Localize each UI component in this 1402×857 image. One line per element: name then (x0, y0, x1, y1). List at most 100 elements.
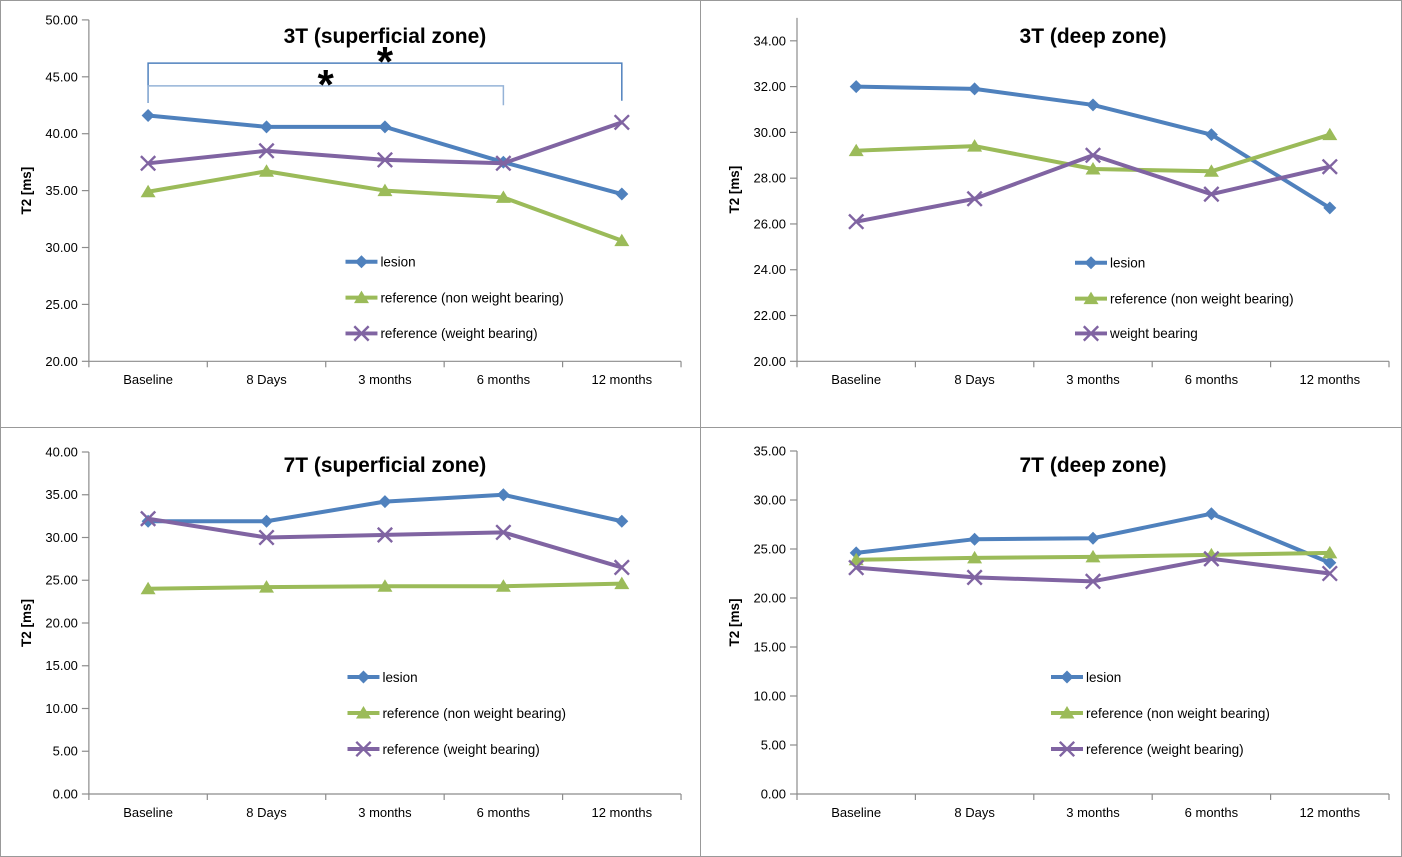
y-tick-label: 5.00 (53, 744, 78, 759)
y-tick-label: 15.00 (753, 640, 786, 655)
y-tick-label: 10.00 (45, 701, 77, 716)
y-tick-label: 28.00 (754, 171, 786, 186)
diamond-marker (1086, 98, 1100, 112)
axes (790, 450, 1390, 800)
x-category-label: 12 months (1299, 372, 1360, 387)
x-category-label: 12 months (592, 372, 653, 387)
legend-label: reference (weight bearing) (1086, 742, 1244, 757)
significance-asterisk: * (377, 38, 394, 85)
legend-label: reference (weight bearing) (380, 326, 537, 341)
x-marker (1203, 550, 1220, 567)
chart-title: 3T (deep zone) (1020, 25, 1167, 48)
legend-triangle-marker (353, 290, 369, 304)
x-marker (1084, 147, 1102, 164)
chart-canvas-7t-deep: 7T (deep zone) 0.00 5.00 10.00 15.00 20.00 25.… (727, 444, 1390, 820)
series-reference-weight-bearing- (848, 550, 1338, 590)
y-tick-label: 50.00 (45, 12, 77, 27)
triangle-marker (967, 139, 983, 152)
diamond-marker (968, 532, 982, 546)
legend-item-0: lesion (1075, 256, 1145, 271)
legend-diamond-marker (1060, 670, 1074, 684)
legend-item-0: lesion (345, 255, 416, 270)
legend-item-2: reference (weight bearing) (345, 325, 538, 342)
y-tick-label: 5.00 (761, 738, 786, 753)
triangle-marker (140, 581, 156, 595)
x-category-label: 6 months (477, 372, 531, 387)
triangle-marker (1203, 164, 1219, 177)
x-marker (613, 559, 630, 576)
x-category-labels: Baseline 8 Days 3 months 6 months 12 months (831, 372, 1360, 387)
x-marker (1321, 565, 1338, 582)
diamond-marker (378, 120, 392, 134)
triangle-marker (614, 576, 630, 590)
diamond-marker (260, 514, 274, 528)
chart-canvas-3t-superficial: 3T (superficial zone)**20.0025.0030.0035… (19, 12, 682, 387)
legend-item-1: reference (non weight bearing) (1051, 706, 1270, 721)
x-marker (140, 155, 157, 172)
legend-label: reference (non weight bearing) (1086, 706, 1270, 721)
x-category-label: Baseline (123, 805, 173, 820)
y-tick-label: 22.00 (754, 308, 786, 323)
triangle-marker (140, 184, 156, 198)
legend-label: lesion (382, 670, 417, 685)
x-category-label: 8 Days (246, 805, 287, 820)
x-category-labels: Baseline 8 Days 3 months 6 months 12 months (831, 805, 1360, 820)
y-tick-label: 20.00 (753, 591, 786, 606)
y-tick-label: 25.00 (753, 542, 786, 557)
legend-label: lesion (1110, 256, 1145, 271)
x-category-label: 8 Days (954, 805, 995, 820)
x-category-label: 3 months (1066, 372, 1120, 387)
triangle-marker (259, 164, 275, 177)
y-tick-label: 0.00 (53, 786, 78, 801)
x-category-label: Baseline (831, 372, 881, 387)
triangle-marker (495, 579, 511, 592)
y-axis-title: T2 [ms] (19, 167, 34, 215)
y-tick-label: 30.00 (753, 493, 786, 508)
diamond-marker (1204, 128, 1218, 142)
x-category-label: 8 Days (954, 372, 995, 387)
x-marker (376, 526, 393, 543)
triangle-marker (377, 579, 393, 592)
x-category-label: 6 months (1185, 372, 1239, 387)
diamond-marker (968, 82, 982, 96)
x-category-label: 3 months (1066, 805, 1120, 820)
chart-title: 7T (deep zone) (1019, 454, 1166, 477)
x-category-labels: Baseline 8 Days 3 months 6 months 12 months (123, 372, 652, 387)
diamond-marker (615, 187, 629, 201)
y-tick-labels: 20.00 22.00 24.00 26.00 28.00 30.00 32.00 34.00 (754, 33, 786, 368)
legend: lesion reference (non weight bearing) refe… (345, 255, 564, 342)
legend-item-2: reference (weight bearing) (1051, 740, 1244, 758)
y-tick-label: 30.00 (45, 240, 77, 255)
chart-3t-superficial-zone: 3T (superficial zone) 3T (superficial zo… (1, 1, 701, 428)
legend-triangle-marker (355, 706, 371, 719)
diamond-marker (1323, 556, 1337, 570)
diamond-marker (260, 120, 274, 134)
x-category-label: 3 months (358, 805, 412, 820)
triangle-marker (1322, 545, 1338, 559)
legend-item-0: lesion (347, 670, 418, 685)
chart-7t-deep-zone: 7T (deep zone) 7T (deep zone) 0.00 5.00 10.… (701, 428, 1401, 856)
legend-item-1: reference (non weight bearing) (347, 706, 566, 721)
triangle-marker (377, 183, 393, 197)
y-tick-label: 30.00 (45, 530, 77, 545)
y-tick-label: 35.00 (45, 487, 77, 502)
y-tick-label: 45.00 (45, 69, 77, 84)
diamond-marker (1323, 201, 1337, 215)
y-tick-label: 10.00 (753, 689, 786, 704)
y-tick-label: 20.00 (45, 615, 77, 630)
legend-item-1: reference (non weight bearing) (1075, 291, 1294, 306)
x-marker (613, 114, 630, 131)
y-tick-label: 25.00 (45, 297, 77, 312)
legend-x-marker (1082, 325, 1100, 342)
y-axis-title: T2 [ms] (727, 598, 742, 646)
diamond-marker (378, 495, 392, 509)
significance-bracket-1: * (147, 61, 505, 108)
x-marker (258, 529, 275, 546)
legend: lesion reference (non weight bearing) refe… (1051, 670, 1270, 758)
x-marker (140, 510, 157, 527)
legend-label: weight bearing (1109, 326, 1198, 341)
legend-diamond-marker (356, 670, 370, 684)
significance-bracket-0: * (147, 38, 623, 103)
legend: lesion reference (non weight bearing) weig… (1075, 256, 1294, 342)
y-tick-labels: 0.00 5.00 10.00 15.00 20.00 25.00 30.00 35.00 (753, 444, 786, 802)
